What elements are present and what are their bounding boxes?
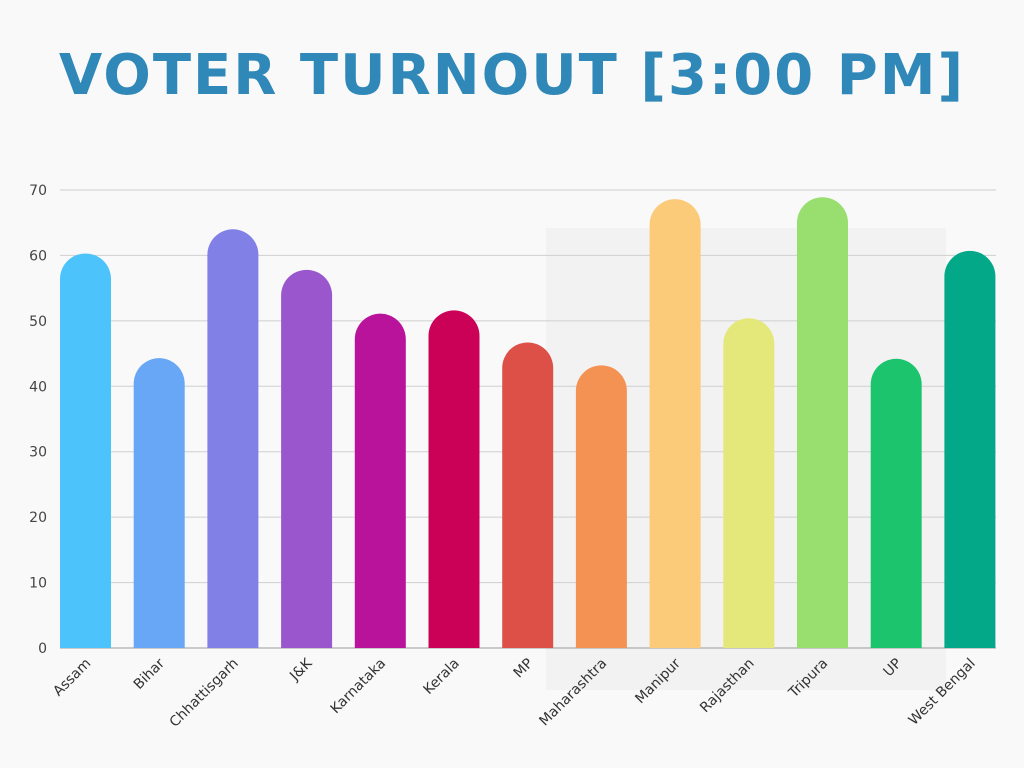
y-tick-label: 50 [29, 314, 47, 330]
y-tick-label: 10 [29, 576, 47, 592]
y-tick-label: 70 [29, 183, 47, 199]
x-tick-label: Kerala [420, 656, 462, 698]
x-tick-label: Karnataka [328, 656, 390, 718]
y-axis: 0 10 20 30 40 50 60 70 [29, 183, 47, 657]
bar [428, 310, 480, 648]
y-tick-label: 60 [29, 248, 47, 264]
bar [133, 358, 185, 648]
x-tick-label: J&K [286, 655, 316, 685]
bar [944, 250, 996, 649]
bar [723, 318, 775, 648]
bar [207, 229, 259, 649]
x-tick-label: Bihar [131, 655, 168, 692]
bar [649, 199, 701, 648]
y-tick-label: 30 [29, 445, 47, 461]
x-tick-label: Chhattisgarh [167, 656, 242, 731]
bar [354, 313, 406, 648]
bar [281, 269, 333, 648]
bars [60, 197, 996, 649]
bar [502, 342, 554, 648]
x-tick-label: MP [511, 656, 537, 682]
bar [60, 253, 111, 648]
chart-title: VOTER TURNOUT [3:00 PM] [58, 43, 966, 108]
bar [575, 365, 627, 648]
x-tick-label: Assam [50, 656, 94, 700]
y-tick-label: 40 [29, 379, 47, 395]
y-tick-label: 20 [29, 510, 47, 526]
bar [870, 358, 922, 648]
y-tick-label: 0 [38, 641, 47, 657]
bar [797, 197, 848, 649]
